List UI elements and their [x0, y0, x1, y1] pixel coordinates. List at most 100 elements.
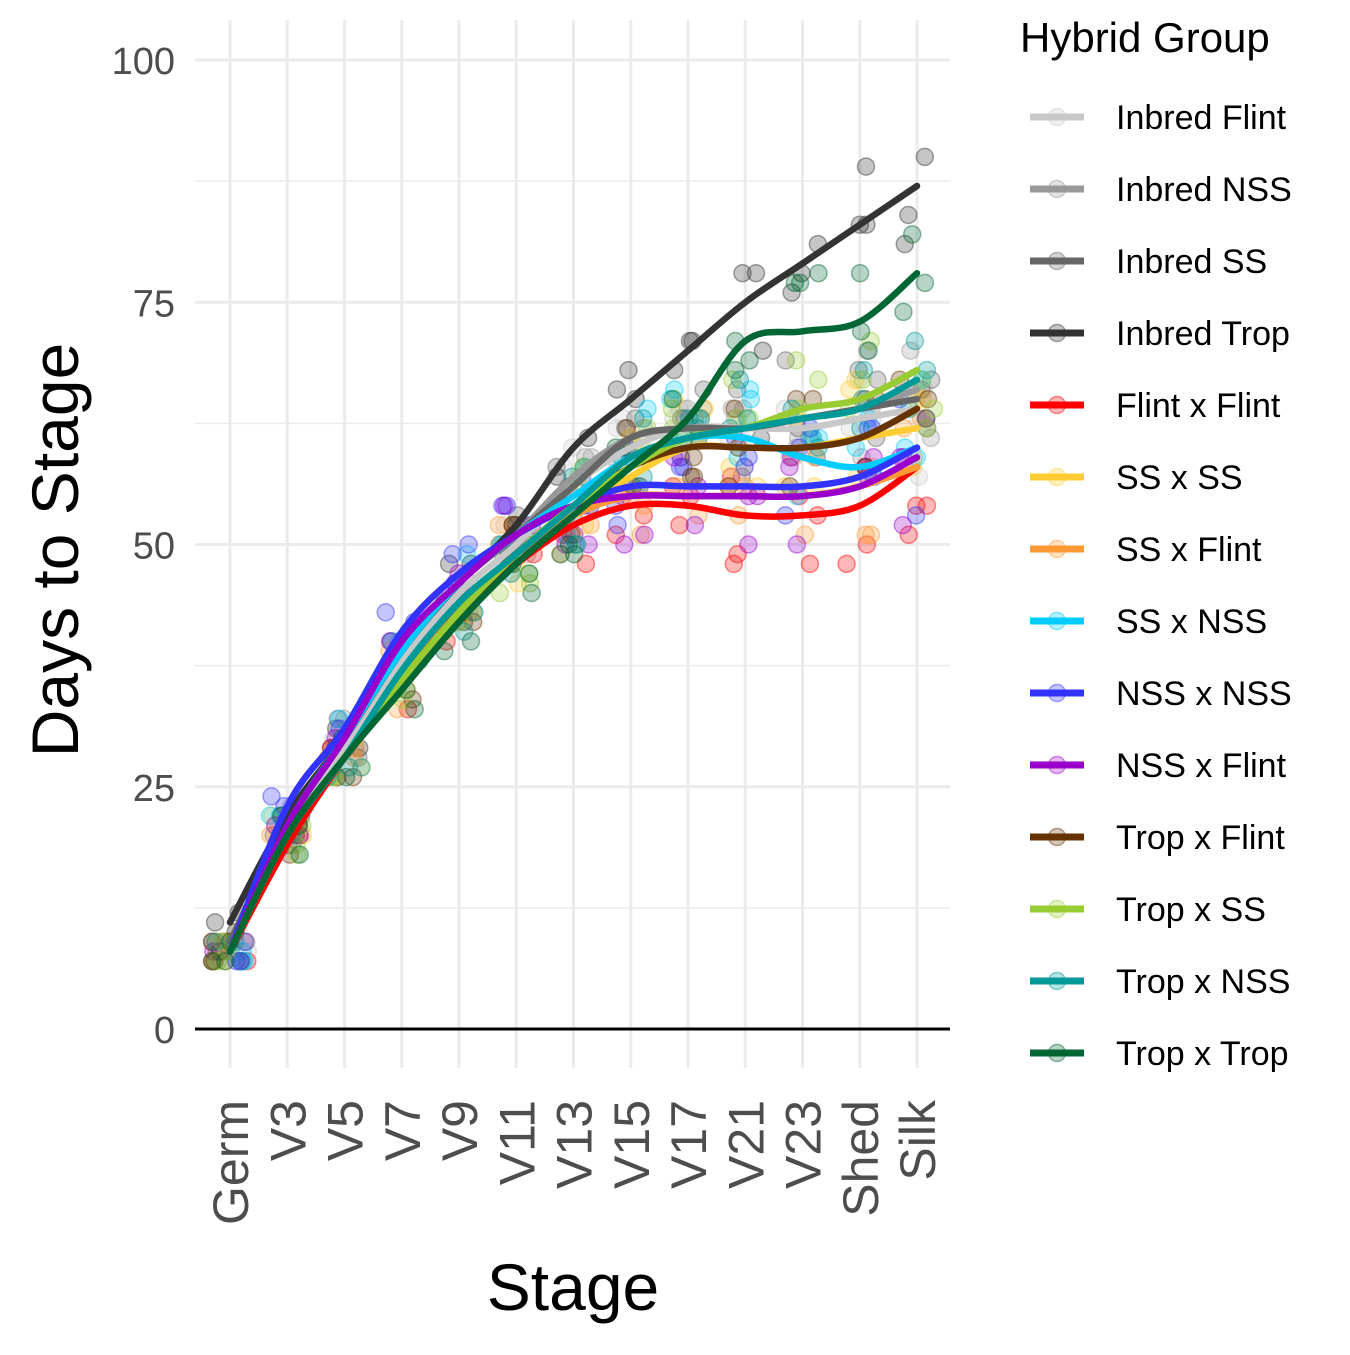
data-point	[336, 767, 356, 787]
data-point	[203, 932, 222, 952]
legend-key-point	[1047, 539, 1067, 559]
x-tick-label: V5	[318, 1100, 374, 1161]
data-point	[905, 331, 925, 351]
data-point	[853, 370, 873, 390]
legend-item: NSS x NSS	[1030, 675, 1292, 713]
data-point	[785, 273, 805, 293]
data-point	[457, 544, 477, 564]
y-axis-ticks: 0 25 50 75 100	[112, 41, 175, 1052]
data-point	[684, 448, 703, 467]
data-point	[376, 603, 395, 622]
legend-item: SS x NSS	[1030, 603, 1267, 641]
series-line	[226, 454, 921, 955]
data-point	[608, 515, 627, 535]
data-point	[566, 535, 585, 554]
data-point	[633, 409, 653, 428]
data-point	[576, 554, 596, 574]
legend-items: Inbred Flint Inbred NSS Inbred SS Inbred Tr…	[1030, 99, 1292, 1073]
legend-key-point	[1047, 611, 1067, 631]
data-point	[230, 951, 250, 971]
legend-key-point	[1047, 755, 1067, 775]
data-point	[670, 457, 690, 477]
legend-item: Inbred Flint	[1030, 99, 1287, 137]
data-point	[349, 748, 368, 767]
legend-title: Hybrid Group	[1020, 14, 1270, 61]
legend-key-point	[1047, 323, 1067, 343]
data-point	[439, 554, 459, 574]
data-point	[216, 951, 236, 971]
data-point	[735, 457, 754, 477]
y-tick-label: 0	[154, 1010, 175, 1052]
data-point	[685, 515, 705, 535]
data-point	[856, 157, 876, 176]
data-point	[902, 225, 922, 244]
legend-item: Trop x Trop	[1030, 1035, 1289, 1073]
x-tick-label: V7	[375, 1100, 431, 1161]
data-point	[673, 457, 693, 477]
data-point	[607, 380, 627, 399]
data-point	[916, 409, 936, 428]
data-point	[626, 409, 645, 428]
y-tick-label: 75	[133, 283, 175, 325]
data-point	[740, 351, 759, 370]
x-tick-label: V21	[718, 1100, 774, 1189]
legend-key-point	[1047, 971, 1067, 991]
legend-label: Inbred Trop	[1116, 315, 1290, 353]
data-point	[635, 525, 654, 545]
x-tick-label: V13	[547, 1100, 603, 1189]
legend-label: NSS x Flint	[1116, 747, 1287, 785]
y-tick-label: 50	[133, 526, 175, 568]
data-point	[202, 951, 222, 971]
data-point	[917, 496, 937, 515]
x-tick-label: V17	[661, 1100, 717, 1189]
legend-label: SS x SS	[1116, 459, 1243, 497]
legend-item: Flint x Flint	[1030, 387, 1281, 425]
data-point	[262, 787, 281, 806]
data-point	[734, 457, 754, 477]
legend-item: Inbred Trop	[1030, 315, 1290, 353]
data-point	[398, 699, 418, 719]
x-tick-label: V15	[604, 1100, 660, 1189]
data-point	[287, 845, 307, 864]
data-point	[520, 574, 540, 593]
legend-label: Inbred SS	[1116, 243, 1267, 281]
data-point	[740, 380, 760, 399]
data-point	[859, 341, 878, 360]
data-point	[607, 418, 626, 438]
data-point	[205, 913, 225, 932]
data-point	[849, 370, 869, 390]
data-point	[840, 380, 859, 399]
x-tick-label: Shed	[833, 1100, 889, 1217]
x-axis-ticks: Germ V3 V5 V7 V9 V11 V13 V15 V17 V21 V23 Shed Silk	[203, 1099, 946, 1225]
legend-key-point	[1047, 395, 1067, 415]
legend-key-point	[1047, 179, 1067, 199]
data-point	[780, 457, 799, 477]
data-point	[857, 341, 877, 360]
data-point	[753, 341, 773, 360]
data-point	[490, 583, 510, 603]
legend-label: Trop x SS	[1116, 891, 1266, 929]
data-point	[463, 612, 483, 632]
data-point	[895, 234, 915, 254]
data-point	[233, 951, 253, 971]
data-point	[795, 525, 815, 545]
data-point	[551, 544, 570, 564]
data-point	[730, 370, 750, 390]
x-tick-label: V11	[489, 1100, 545, 1185]
data-point	[776, 351, 795, 370]
data-point	[202, 932, 222, 952]
legend-key-point	[1047, 251, 1067, 271]
legend-label: Inbred Flint	[1116, 99, 1287, 137]
data-point	[351, 758, 371, 777]
data-point	[352, 758, 371, 777]
data-point	[849, 360, 868, 380]
data-point	[231, 951, 250, 971]
data-point	[494, 496, 514, 515]
data-point	[741, 389, 761, 409]
data-point	[522, 583, 541, 603]
data-point	[405, 699, 424, 719]
data-point	[906, 506, 926, 525]
data-point	[665, 380, 684, 399]
